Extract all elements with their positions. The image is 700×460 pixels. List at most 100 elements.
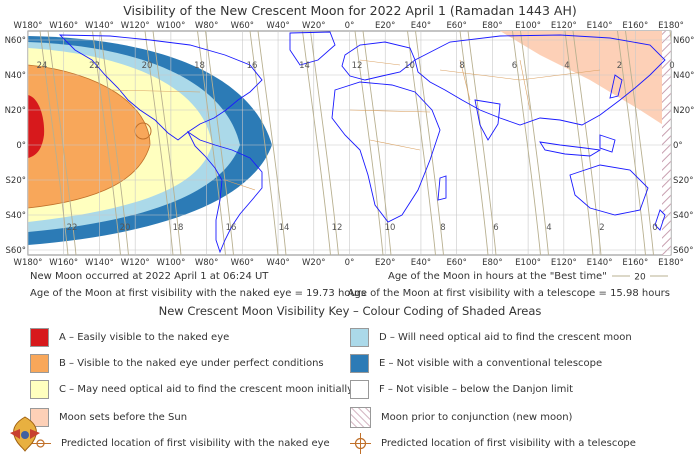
lon-label-bottom: W40°: [266, 258, 289, 268]
lon-label-bottom: 0°: [345, 258, 355, 268]
lat-label-right: N40°: [673, 71, 694, 81]
lon-label-top: W40°: [266, 21, 289, 31]
key-label-c: C – May need optical aid to find the cre…: [59, 383, 354, 395]
contour-line: [302, 31, 331, 255]
key-item-d: D – Will need optical aid to find the cr…: [350, 326, 632, 348]
swatch-d: [350, 327, 369, 347]
lon-label-bottom: W140°: [85, 258, 114, 268]
lon-label-top: W160°: [49, 21, 78, 31]
lon-label-bottom: W180°: [14, 258, 43, 268]
key-item-c: C – May need optical aid to find the cre…: [30, 378, 353, 400]
contour-label-top: 2: [617, 61, 622, 71]
contour-label-bottom: 22: [67, 223, 78, 233]
key-label-b: B – Visible to the naked eye under perfe…: [59, 357, 324, 369]
contour-label-top: 12: [352, 61, 363, 71]
key-item-telescope: Predicted location of first visibility w…: [350, 432, 636, 454]
telescope-marker-icon: [350, 432, 371, 454]
contour-label-top: 6: [512, 61, 517, 71]
swatch-b: [30, 353, 49, 373]
contour-line: [625, 31, 654, 255]
contour-line: [362, 31, 392, 255]
contour-line: [205, 31, 234, 255]
lon-label-top: W100°: [156, 21, 185, 31]
key-label-f: F – Not visible – below the Danjon limit: [379, 383, 574, 395]
key-label-e: E – Not visible with a conventional tele…: [379, 357, 603, 369]
contour-line: [100, 31, 129, 255]
contour-label-top: 24: [37, 61, 48, 71]
key-item-naked-eye: Predicted location of first visibility w…: [30, 432, 330, 454]
contour-line: [459, 31, 489, 255]
contour-label-bottom: 2: [599, 223, 604, 233]
contour-label-bottom: 10: [385, 223, 396, 233]
lon-label-bottom: W100°: [156, 258, 185, 268]
lat-label-right: S40°: [673, 211, 693, 221]
lon-label-bottom: W60°: [231, 258, 254, 268]
contour-line: [467, 31, 497, 255]
lon-label-top: E40°: [411, 21, 431, 31]
conjunction-region: [662, 31, 671, 255]
best-time-label: Age of the Moon in hours at the "Best ti…: [387, 271, 607, 282]
key-label-sunset: Moon sets before the Sun: [59, 411, 188, 423]
lon-label-top: W80°: [195, 21, 218, 31]
lat-label-left: S60°: [6, 246, 26, 256]
lon-label-bottom: E80°: [482, 258, 502, 268]
lon-label-bottom: W160°: [49, 258, 78, 268]
lon-label-bottom: E60°: [446, 258, 466, 268]
contour-line: [310, 31, 339, 255]
contour-line: [512, 31, 541, 255]
contour-label-top: 4: [564, 61, 569, 71]
lon-label-bottom: E180°: [658, 258, 684, 268]
lat-label-left: 0°: [16, 141, 26, 151]
contour-line: [520, 31, 549, 255]
contour-line: [354, 31, 384, 255]
country-borders: [109, 59, 601, 191]
contour-label-bottom: 4: [546, 223, 551, 233]
contour-line: [257, 31, 287, 255]
contour-line: [47, 31, 77, 255]
lon-label-bottom: W80°: [195, 258, 218, 268]
contour-line: [572, 31, 602, 255]
best-time-info: Age of the Moon in hours at the "Best ti…: [388, 271, 670, 282]
lon-label-top: E140°: [587, 21, 613, 31]
contour-line: [39, 31, 69, 255]
contour-label-top: 10: [404, 61, 415, 71]
new-moon-info: New Moon occurred at 2022 April 1 at 06:…: [30, 271, 269, 282]
contour-line: [617, 31, 646, 255]
lat-label-left: N40°: [5, 71, 26, 81]
lon-label-bottom: E40°: [411, 258, 431, 268]
lon-label-top: E120°: [551, 21, 577, 31]
lon-label-bottom: E120°: [551, 258, 577, 268]
contour-label-top: 8: [459, 61, 464, 71]
lon-label-bottom: E100°: [515, 258, 541, 268]
key-label-naked-eye: Predicted location of first visibility w…: [61, 437, 330, 449]
swatch-conjunction: [350, 406, 371, 428]
lat-label-right: N60°: [673, 36, 694, 46]
lat-label-right: 0°: [673, 141, 683, 151]
lon-label-bottom: E140°: [587, 258, 613, 268]
contour-label-bottom: 20: [120, 223, 131, 233]
lon-label-top: W60°: [231, 21, 254, 31]
key-label-conjunction: Moon prior to conjunction (new moon): [381, 411, 573, 423]
contour-label-top: 20: [142, 61, 153, 71]
visibility-map: W180° W160° W140° W120° W100° W80° W60° W40° W20…: [5, 21, 695, 268]
contour-line: [564, 31, 594, 255]
best-time-value: 20: [634, 273, 646, 282]
contour-line: [407, 31, 436, 255]
naked-eye-age-info: Age of the Moon at first visibility with…: [30, 288, 367, 299]
contour-label-bottom: 14: [279, 223, 290, 233]
lon-label-top: E160°: [622, 21, 648, 31]
lon-label-bottom: W20°: [302, 258, 325, 268]
contour-line: [415, 31, 444, 255]
key-item-a: A – Easily visible to the naked eye: [30, 326, 229, 348]
lat-label-left: S40°: [6, 211, 26, 221]
contour-label-top: 14: [299, 61, 310, 71]
lat-label-left: N60°: [5, 36, 26, 46]
contour-label-bottom: 18: [173, 223, 184, 233]
contour-line: [144, 31, 174, 255]
lon-label-bottom: E20°: [375, 258, 395, 268]
lon-label-top: 0°: [345, 21, 355, 31]
contour-label-bottom: 8: [440, 223, 445, 233]
watermark-logo-icon: [10, 416, 40, 452]
lat-label-left: N20°: [5, 106, 26, 116]
lon-label-top: E60°: [446, 21, 466, 31]
